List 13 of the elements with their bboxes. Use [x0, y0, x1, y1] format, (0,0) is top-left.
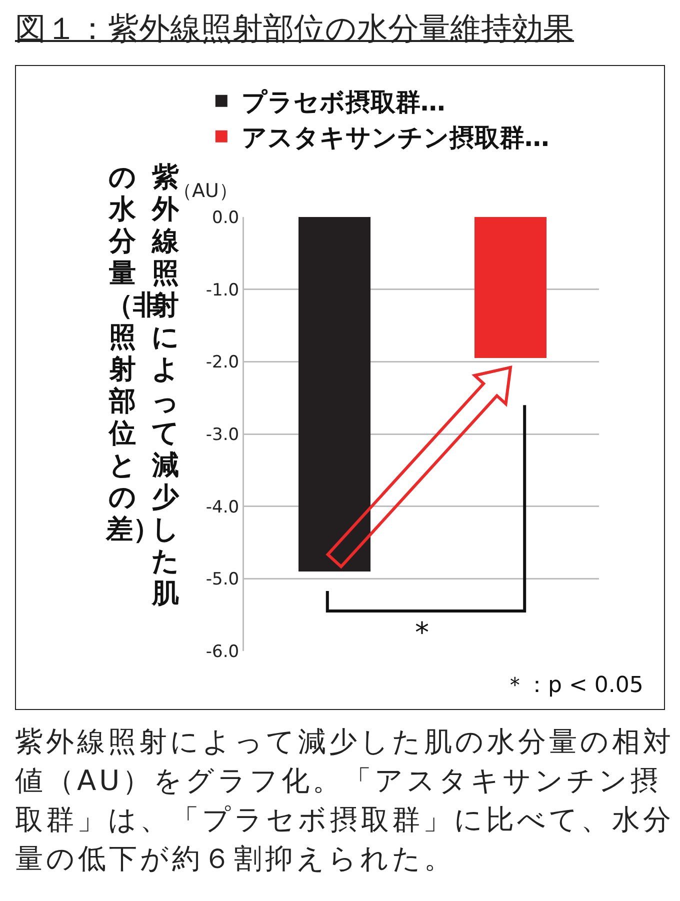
y-tick-label: -1.0 [206, 280, 240, 300]
y-tick-label: -2.0 [206, 352, 240, 373]
text: 紫外線照射によって減少した肌の水分量の相対値（AU）をグラフ化。「アスタキサンチン摂取群」は、「プラセボ摂取群」に比べて、水分量の低下が約６割抑えられた。 [15, 724, 675, 877]
y-tick-label: 0.0 [212, 208, 240, 228]
y-tick-label: -6.0 [206, 642, 240, 662]
y-tick-label: -4.0 [206, 497, 240, 518]
chart-title: 図１：紫外線照射部位の水分量維持効果 [15, 10, 574, 49]
text: ＊：p < 0.05 [504, 673, 644, 698]
annotation: * [415, 616, 429, 649]
legend-label: プラセボ摂取群… [241, 88, 446, 117]
y-tick-label: -3.0 [206, 424, 240, 445]
legend-label: アスタキサンチン摂取群… [241, 123, 550, 152]
y-tick-label: -5.0 [206, 570, 240, 590]
